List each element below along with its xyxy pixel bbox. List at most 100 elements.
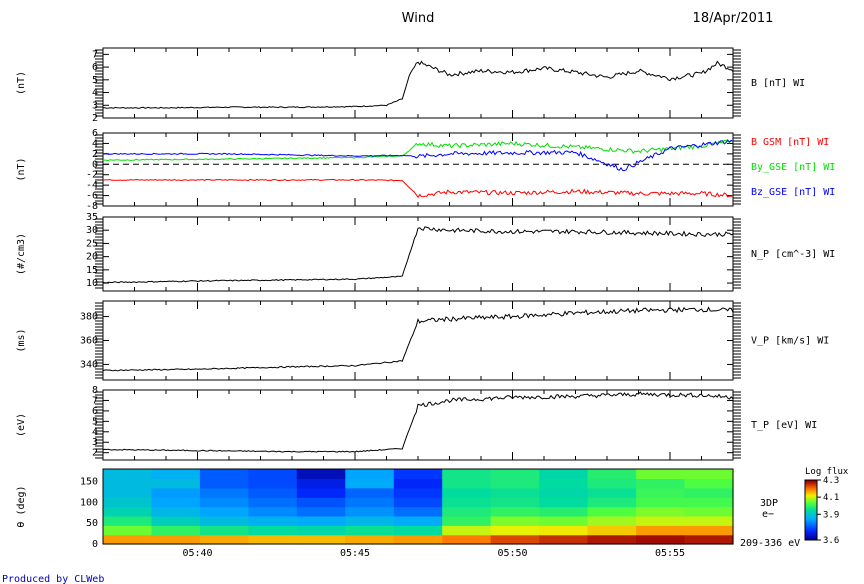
ytick-label-B: 7 [92,49,98,60]
ylabel-B: (nT) [16,71,27,95]
panel-VP: (ms) 340 360 380 V_P [km/s] WI [16,300,829,381]
series-label-Bxyz-2: Bz_GSE [nT] WI [751,187,835,198]
ytick-label-B: 5 [92,75,98,86]
colorbar-segment [805,496,817,498]
colorbar-segment [805,517,817,519]
colorbar-segment [805,498,817,500]
heatmap-cell [345,515,395,526]
colorbar-segment [805,486,817,488]
heatmap-cell [393,478,443,489]
heatmap-cell [393,525,443,536]
colorbar-segment [805,520,817,522]
heatmap-cell [345,506,395,517]
series-label-B-0: B [nT] WI [751,78,805,89]
colorbar-segment [805,500,817,502]
heatmap-cell [151,487,201,498]
ylabel-pad: θ (deg) [16,485,27,527]
heatmap-cell [393,497,443,508]
heatmap-cell [151,478,201,489]
series-label-Bxyz-0: B GSM [nT] WI [751,137,829,148]
heatmap-cell [442,478,492,489]
heatmap-cell [345,497,395,508]
heatmap-cell [539,469,589,479]
heatmap-cell [345,534,395,545]
ytick-label-TP: 2 [92,448,98,459]
heatmap-cell [442,525,492,536]
colorbar-segment [805,504,817,506]
heatmap-cell [684,534,734,545]
colorbar-segment [805,521,817,523]
colorbar-segment [805,514,817,516]
heatmap-cell [296,525,346,536]
colorbar-tick-label: 3.6 [823,536,839,546]
colorbar-segment [805,511,817,513]
colorbar-segment [805,497,817,499]
heatmap-cell [199,534,249,545]
colorbar-segment [805,482,817,484]
ytick-label-NP: 25 [86,238,98,249]
colorbar-title: Log flux [805,467,849,477]
colorbar-segment [805,512,817,514]
colorbar-segment [805,513,817,515]
instrument-title: Wind [402,11,435,26]
heatmap-cell [539,487,589,498]
heatmap-cell [539,515,589,526]
ytick-label-Bxyz: -8 [86,201,98,212]
heatmap-cell [248,525,298,536]
heatmap-cell [248,515,298,526]
heatmap-cell [587,534,637,545]
heatmap-cell [636,506,686,517]
heatmap-cell [151,534,201,545]
heatmap-cell [490,469,540,479]
heatmap-cell [490,506,540,517]
ytick-label-Bxyz: -6 [86,191,98,202]
heatmap-cell [103,487,153,498]
ytick-label-pad: 0 [92,539,98,550]
ytick-label-TP: 5 [92,416,98,427]
colorbar-segment [805,502,817,504]
colorbar-segment [805,499,817,501]
heatmap-cell [684,469,734,479]
ytick-label-VP: 340 [80,359,98,370]
series-line-Bxyz-2 [102,139,734,172]
colorbar-segment [805,529,817,531]
heatmap-cell [636,525,686,536]
heatmap-cell [199,506,249,517]
ytick-label-Bxyz: -4 [86,180,98,191]
series-line-B-0 [103,60,734,109]
heatmap-cell [539,534,589,545]
panel-NP: (#/cm3) 10 15 20 25 30 35 N_P [cm^-3] WI [16,212,835,292]
ytick-label-TP: 4 [92,427,98,438]
colorbar-segment [805,506,817,508]
colorbar-segment [805,509,817,511]
series-line-VP-0 [102,306,734,372]
colorbar-segment [805,508,817,510]
series-label-VP-0: V_P [km/s] WI [751,336,829,347]
heatmap-cell [103,506,153,517]
colorbar-segment [805,483,817,485]
heatmap-cell [442,487,492,498]
heatmap-cell [490,487,540,498]
colorbar-segment [805,528,817,530]
time-tick-label: 05:55 [655,548,685,559]
colorbar-segment [805,534,817,536]
heatmap-cell [248,469,298,479]
heatmap-cell [539,525,589,536]
panel-frame-TP [102,389,734,461]
heatmap-cell [248,487,298,498]
colorbar-segment [805,507,817,509]
heatmap-cell [103,469,153,479]
colorbar-segment [805,491,817,493]
heatmap-cell [636,487,686,498]
ytick-label-B: 3 [92,100,98,111]
colorbar-segment [805,538,817,540]
colorbar-segment [805,519,817,521]
series-line-TP-0 [102,391,734,453]
colorbar-segment [805,516,817,518]
heatmap-cell [199,469,249,479]
heatmap-cell [636,534,686,545]
heatmap-cell [587,525,637,536]
heatmap-cell [199,515,249,526]
